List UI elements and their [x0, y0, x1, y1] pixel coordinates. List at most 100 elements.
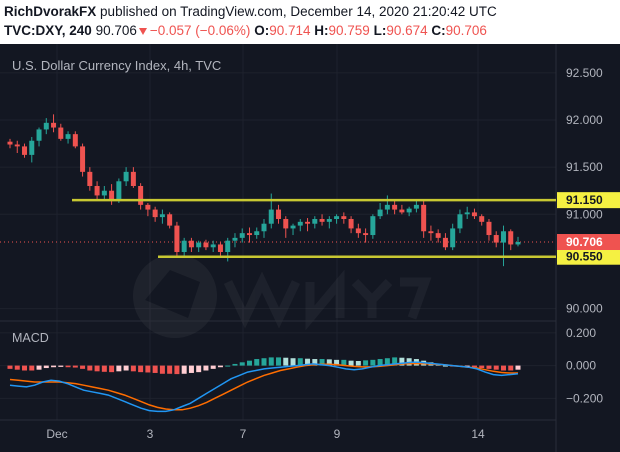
candle-body — [51, 122, 57, 128]
macd-histogram-bar — [297, 358, 303, 366]
macd-histogram-bar — [130, 365, 136, 372]
macd-histogram-bar — [196, 365, 202, 373]
symbol-label[interactable]: TVC:DXY, 240 — [4, 23, 92, 38]
candle-body — [101, 190, 107, 196]
macd-histogram — [7, 357, 521, 375]
candle-body — [435, 233, 441, 238]
candle-body — [58, 127, 64, 139]
macd-histogram-bar — [65, 365, 71, 368]
macd-histogram-bar — [80, 365, 86, 369]
candle-body — [188, 240, 194, 248]
macd-histogram-bar — [493, 365, 499, 370]
candlestick-series[interactable] — [7, 114, 521, 267]
candle-body — [29, 140, 35, 155]
candle-body — [348, 219, 354, 229]
macd-histogram-bar — [174, 365, 180, 375]
time-tick-label: 3 — [147, 427, 154, 441]
author-name[interactable]: RichDvorakFX — [4, 4, 97, 19]
price-axis[interactable]: 92.500 92.000 91.500 91.000 90.000 — [566, 66, 603, 316]
price-tick-label: 92.500 — [566, 66, 603, 80]
macd-histogram-bar — [87, 365, 93, 371]
macd-histogram-bar — [319, 359, 325, 366]
time-tick-label: 7 — [240, 427, 247, 441]
macd-histogram-bar — [254, 359, 260, 366]
macd-histogram-bar — [377, 359, 383, 366]
current-price-text: 90.706 — [566, 235, 603, 249]
candle-body — [377, 209, 383, 217]
candle-body — [428, 231, 434, 234]
candle-body — [14, 144, 20, 147]
macd-histogram-bar — [486, 365, 492, 369]
candle-body — [355, 228, 361, 234]
macd-histogram-bar — [442, 365, 448, 367]
published-text: published on TradingView.com, December 1… — [100, 4, 497, 19]
candle-body — [479, 216, 485, 222]
macd-histogram-bar — [14, 365, 20, 370]
candle-body — [471, 212, 477, 217]
chart-title: U.S. Dollar Currency Index, 4h, TVC — [12, 58, 221, 73]
candle-body — [80, 146, 86, 172]
candle-body — [290, 225, 296, 229]
price-tick-label: 92.000 — [566, 113, 603, 127]
candle-body — [72, 134, 78, 147]
candle-body — [65, 134, 71, 139]
candle-body — [413, 204, 419, 209]
macd-histogram-bar — [305, 358, 311, 366]
macd-histogram-bar — [464, 365, 470, 367]
chart-header: RichDvorakFX published on TradingView.co… — [0, 0, 620, 44]
candle-body — [167, 214, 173, 226]
macd-histogram-bar — [51, 365, 57, 368]
macd-histogram-bar — [326, 359, 332, 366]
macd-histogram-bar — [217, 365, 223, 368]
time-tick-label: Dec — [46, 427, 67, 441]
candle-body — [276, 209, 282, 219]
macd-histogram-bar — [290, 358, 296, 366]
candle-body — [442, 237, 448, 248]
macd-histogram-bar — [29, 365, 35, 371]
candle-body — [312, 219, 318, 224]
macd-histogram-bar — [232, 363, 238, 366]
watermark-logo — [133, 254, 432, 338]
macd-histogram-bar — [101, 365, 107, 372]
time-tick-label: 14 — [471, 427, 485, 441]
macd-histogram-bar — [167, 365, 173, 374]
last-price: 90.706 — [95, 23, 137, 38]
open-label: O: — [254, 23, 270, 38]
candle-body — [145, 204, 151, 210]
macd-histogram-bar — [500, 365, 506, 371]
candle-body — [225, 240, 231, 252]
open-value: 90.714 — [269, 23, 311, 38]
candle-body — [500, 231, 506, 243]
time-axis[interactable]: Dec 3 7 9 14 — [46, 427, 485, 441]
horizontal-levels[interactable]: 91.150 90.550 — [72, 192, 620, 265]
macd-histogram-bar — [392, 357, 398, 366]
candle-body — [159, 214, 165, 218]
candle-body — [268, 209, 274, 224]
candle-body — [43, 122, 49, 130]
arrow-down-icon — [138, 27, 147, 35]
level-label-box — [557, 248, 620, 265]
macd-histogram-bar — [138, 365, 144, 373]
macd-histogram-bar — [246, 360, 252, 366]
time-tick-label: 9 — [334, 427, 341, 441]
macd-histogram-bar — [210, 365, 216, 369]
price-change: −0.057 (−0.06%) — [149, 23, 251, 38]
candle-body — [370, 216, 376, 236]
macd-histogram-bar — [203, 365, 209, 371]
candle-body — [254, 231, 260, 236]
candle-body — [203, 242, 209, 248]
macd-histogram-bar — [341, 359, 347, 366]
candle-body — [196, 242, 202, 248]
macd-histogram-bar — [348, 360, 354, 366]
chart-canvas[interactable]: U.S. Dollar Currency Index, 4h, TVC MACD… — [0, 44, 620, 452]
macd-histogram-bar — [355, 361, 361, 366]
macd-histogram-bar — [116, 365, 122, 372]
macd-histogram-bar — [159, 365, 165, 374]
macd-axis[interactable]: 0.200 0.000 −0.200 — [566, 326, 603, 406]
macd-histogram-bar — [145, 365, 151, 373]
candle-body — [174, 225, 180, 252]
candle-body — [232, 237, 238, 241]
candle-body — [152, 209, 158, 218]
candle-body — [7, 141, 13, 145]
candle-body — [450, 228, 456, 248]
